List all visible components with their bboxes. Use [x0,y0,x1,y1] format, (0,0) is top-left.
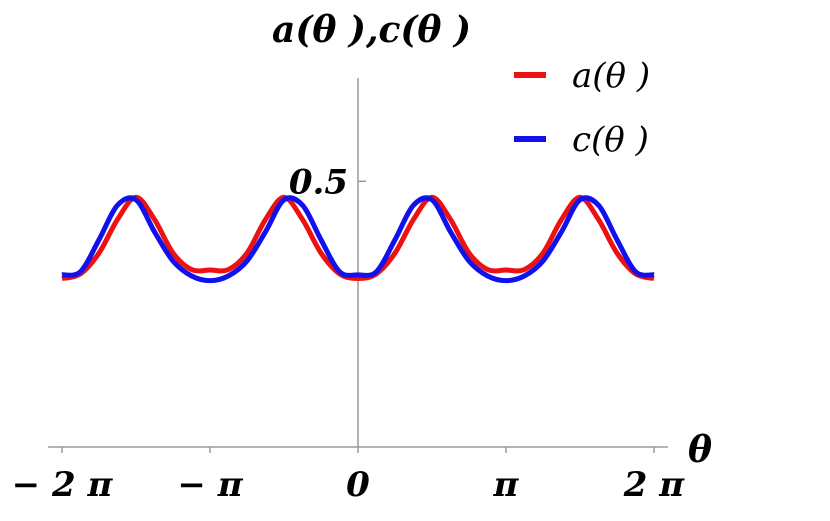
series-line-0 [61,194,655,282]
y-tick-label: 0.5 [289,162,348,202]
legend-label: a(θ ) [572,56,650,96]
legend-label: c(θ ) [572,120,649,160]
y-axis-title: a(θ ),c(θ ) [272,9,471,51]
x-tick-label: π [493,465,520,505]
x-axis-title: θ [688,429,712,471]
legend: a(θ ) c(θ ) [514,56,650,160]
series-lines [61,194,655,284]
x-tick-label: − π [177,465,243,505]
ticks: − 2 π − π 0 π 2 π 0.5 [12,162,686,505]
x-tick-label: − 2 π [12,465,114,505]
series-line-1 [61,195,655,284]
x-tick-label: 0 [346,465,370,505]
x-tick-label: 2 π [623,465,685,505]
